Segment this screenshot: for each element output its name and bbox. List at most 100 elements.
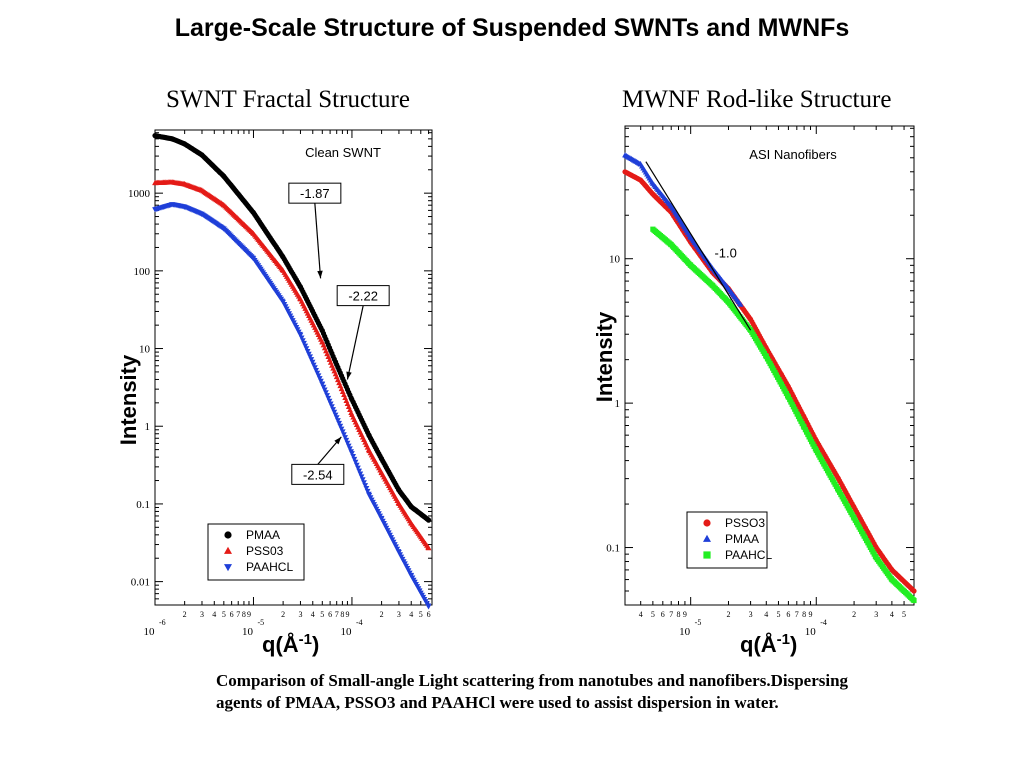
x-minor-label: 5 — [222, 610, 226, 619]
data-point — [312, 365, 318, 371]
legend-box — [686, 511, 768, 569]
data-point — [336, 420, 342, 427]
legend: PSSO3 PMAA PAAHCL — [686, 511, 772, 569]
x-minor-label: 5 — [651, 610, 655, 619]
data-point — [343, 437, 350, 444]
data-point — [325, 395, 332, 402]
plot-frame — [154, 129, 433, 606]
data-point — [425, 604, 432, 610]
slope-label: -1.0 — [714, 245, 736, 260]
slide-title: Large-Scale Structure of Suspended SWNTs… — [174, 14, 850, 42]
data-point — [318, 378, 324, 384]
legend-marker — [224, 531, 232, 539]
legend-label: PSSO3 — [725, 516, 765, 530]
data-point — [306, 351, 312, 357]
x-minor-label: 5 — [419, 610, 423, 619]
data-point — [316, 376, 323, 382]
annotation-label: -1.87 — [300, 186, 330, 201]
x-decade-label: 10 — [340, 626, 352, 638]
x-decade-exponent: -6 — [159, 618, 166, 627]
plot-frame — [624, 125, 915, 606]
annotation-arrow — [346, 305, 364, 380]
legend-box — [207, 523, 305, 581]
legend-marker — [703, 534, 711, 542]
data-point — [307, 354, 313, 360]
x-axis-title: q(Å-1) — [262, 631, 319, 657]
arrow-head — [334, 436, 342, 445]
legend-label: PAAHCL — [246, 560, 293, 574]
data-point — [308, 357, 315, 363]
x-minor-label: 3 — [874, 610, 878, 619]
data-point — [339, 429, 346, 435]
x-axis-title-base: q(Å — [740, 631, 777, 657]
inner-label: ASI Nanofibers — [749, 147, 837, 162]
data-point — [359, 477, 366, 483]
annotation-label: -2.54 — [303, 467, 333, 482]
data-point — [329, 404, 335, 410]
x-axis-title-close: ) — [312, 632, 319, 657]
data-point — [338, 426, 345, 432]
data-point — [345, 443, 352, 449]
data-point — [425, 545, 432, 551]
x-decade-label: 10 — [242, 626, 254, 638]
legend-label: PSS03 — [246, 544, 284, 558]
x-minor-label: 7 — [669, 610, 673, 619]
slope-annotation: -1.87 — [288, 182, 342, 279]
annotation-arrow — [314, 203, 322, 279]
x-axis-title-exponent: -1 — [299, 631, 312, 648]
right-chart-title: MWNF Rod-like Structure — [622, 86, 892, 113]
x-minor-label: 3 — [298, 610, 302, 619]
x-minor-label: 2 — [183, 610, 187, 619]
data-point — [341, 432, 347, 438]
legend-marker — [703, 551, 711, 559]
data-point — [358, 474, 365, 480]
y-axis-title: Intensity — [116, 354, 141, 445]
x-axis-title-close: ) — [790, 632, 797, 657]
data-point — [321, 387, 328, 393]
x-minor-label: 6 — [427, 610, 431, 619]
y-tick-label: 1000 — [128, 188, 151, 200]
data-point — [426, 517, 432, 523]
series-paahcl — [152, 202, 432, 610]
x-minor-label: 9 — [345, 610, 349, 619]
x-minor-label: 6 — [661, 610, 665, 619]
x-decade-label: 10 — [144, 626, 156, 638]
x-axis-title-base: q(Å — [262, 631, 299, 657]
data-point — [344, 440, 351, 446]
annotation-box — [336, 285, 390, 307]
series-pmaa — [622, 152, 744, 307]
data-point — [332, 412, 339, 418]
arrow-head — [317, 270, 323, 279]
data-point — [352, 459, 359, 465]
x-axis-title-exponent: -1 — [777, 631, 790, 648]
x-decade-exponent: -5 — [695, 618, 702, 627]
x-minor-label: 4 — [212, 610, 216, 619]
x-minor-label: 5 — [902, 610, 906, 619]
y-tick-label: 10 — [139, 344, 151, 356]
data-point — [349, 451, 355, 457]
y-tick-label: 1 — [615, 398, 621, 410]
data-point — [353, 462, 360, 468]
data-point — [320, 384, 327, 390]
x-minor-label: 3 — [200, 610, 204, 619]
x-minor-label: 7 — [236, 610, 240, 619]
inner-label: Clean SWNT — [305, 145, 381, 160]
annotation-box — [288, 182, 342, 204]
legend-label: PAAHCL — [725, 548, 772, 562]
y-tick-label: 1 — [145, 421, 151, 433]
legend-label: PMAA — [725, 532, 759, 546]
data-point — [324, 393, 330, 399]
x-minor-label: 9 — [809, 610, 813, 619]
x-minor-label: 9 — [247, 610, 251, 619]
x-minor-label: 3 — [749, 610, 753, 619]
series-pss03 — [152, 179, 432, 551]
data-point — [314, 370, 321, 376]
x-minor-label: 7 — [335, 610, 339, 619]
slope-annotation: -2.22 — [336, 285, 390, 380]
figure-caption: Comparison of Small-angle Light scatteri… — [216, 671, 849, 712]
legend-marker — [224, 546, 232, 554]
x-minor-label: 8 — [676, 610, 680, 619]
series-psso3 — [622, 169, 917, 594]
data-point — [313, 368, 319, 374]
data-point — [327, 401, 334, 407]
